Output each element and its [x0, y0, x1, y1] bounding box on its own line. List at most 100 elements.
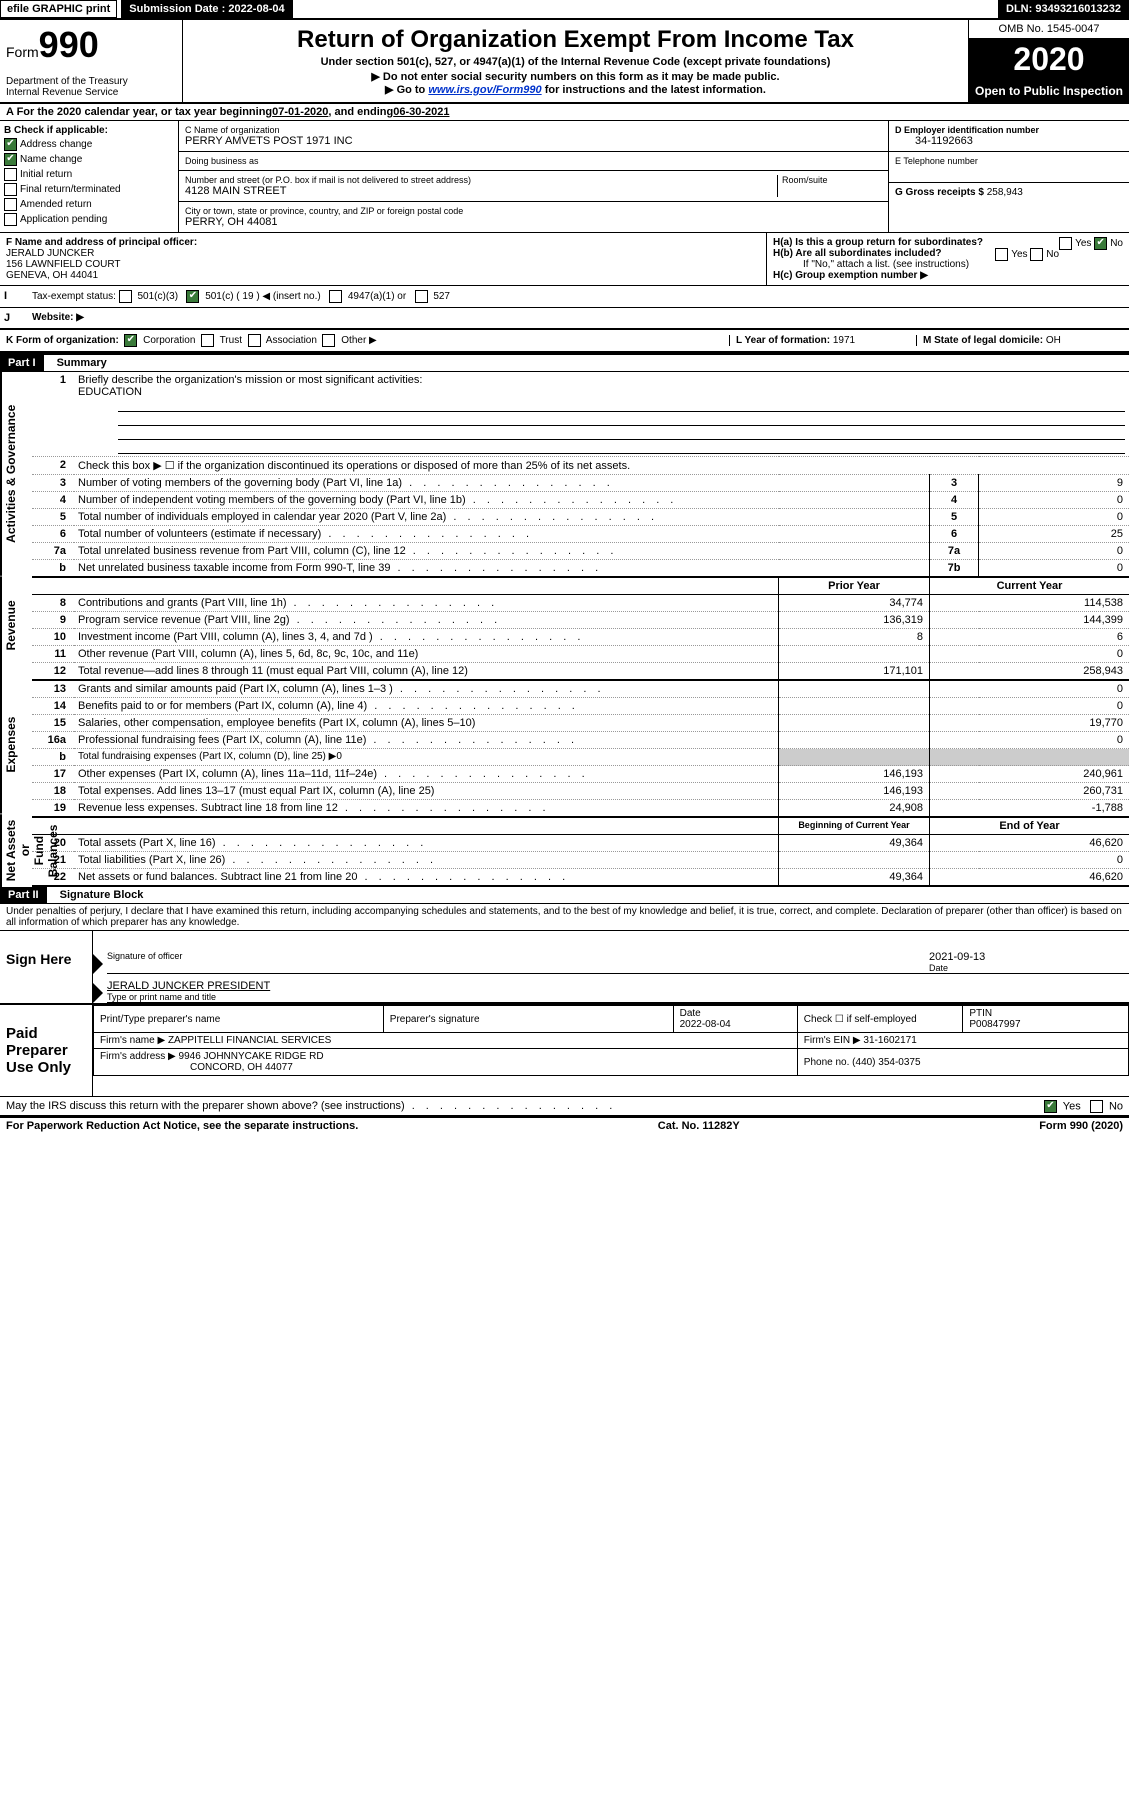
department-label: Department of the Treasury Internal Reve…	[6, 76, 176, 98]
checkbox-icon[interactable]	[1044, 1100, 1057, 1113]
no-ssn: ▶ Do not enter social security numbers o…	[189, 70, 962, 83]
line-2: 2 Check this box ▶ ☐ if the organization…	[32, 457, 1129, 475]
preparer-fields: Print/Type preparer's name Preparer's si…	[93, 1005, 1129, 1096]
h-b-note: If "No," attach a list. (see instruction…	[773, 259, 1123, 270]
table-row: 12Total revenue—add lines 8 through 11 (…	[32, 663, 1129, 681]
section-g: G Gross receipts $ 258,943	[889, 183, 1129, 202]
checkbox-icon[interactable]	[4, 153, 17, 166]
i-label: I	[0, 286, 28, 307]
table-row: 14Benefits paid to or for members (Part …	[32, 698, 1129, 715]
header-center: Return of Organization Exempt From Incom…	[183, 20, 968, 102]
table-row: 9Program service revenue (Part VIII, lin…	[32, 612, 1129, 629]
net-header-row: Beginning of Current Year End of Year	[32, 817, 1129, 835]
col-header-row: Prior Year Current Year	[32, 577, 1129, 595]
k-form-org: K Form of organization: Corporation Trus…	[6, 334, 729, 347]
header-right: OMB No. 1545-0047 2020 Open to Public In…	[968, 20, 1129, 102]
checkbox-icon[interactable]	[1059, 237, 1072, 250]
form-title: Return of Organization Exempt From Incom…	[189, 26, 962, 54]
under-section: Under section 501(c), 527, or 4947(a)(1)…	[189, 56, 962, 68]
part-2-label: Part II	[0, 887, 47, 903]
section-c: C Name of organization PERRY AMVETS POST…	[179, 121, 889, 232]
form-990-page: efile GRAPHIC print Submission Date : 20…	[0, 0, 1129, 1134]
checkbox-icon[interactable]	[4, 213, 17, 226]
footer: For Paperwork Reduction Act Notice, see …	[0, 1117, 1129, 1134]
checkbox-icon[interactable]	[119, 290, 132, 303]
officer-street: 156 LAWNFIELD COURT	[6, 259, 760, 270]
table-row: 20Total assets (Part X, line 16)49,36446…	[32, 835, 1129, 852]
city-state-zip: PERRY, OH 44081	[185, 216, 882, 228]
part-2-title: Signature Block	[50, 889, 144, 901]
arrow-icon	[93, 983, 103, 1003]
table-row: 17Other expenses (Part IX, column (A), l…	[32, 766, 1129, 783]
side-netassets: Net Assets or Fund Balances	[0, 814, 32, 887]
open-public: Open to Public Inspection	[969, 80, 1129, 102]
officer-city: GENEVA, OH 44041	[6, 270, 760, 281]
sign-here-label: Sign Here	[0, 931, 93, 1003]
sign-fields: Signature of officer 2021-09-13 Date JER…	[93, 931, 1129, 1003]
checkbox-icon[interactable]	[124, 334, 137, 347]
table-row: 16aProfessional fundraising fees (Part I…	[32, 732, 1129, 749]
checkbox-icon[interactable]	[4, 168, 17, 181]
checkbox-icon[interactable]	[1030, 248, 1043, 261]
dba-box: Doing business as	[179, 152, 888, 171]
discuss-row: May the IRS discuss this return with the…	[0, 1097, 1129, 1117]
checkbox-icon[interactable]	[329, 290, 342, 303]
table-row: 3 Number of voting members of the govern…	[32, 475, 1129, 492]
table-row: 7a Total unrelated business revenue from…	[32, 543, 1129, 560]
checkbox-icon[interactable]	[4, 198, 17, 211]
irs-link[interactable]: www.irs.gov/Form990	[428, 84, 541, 96]
org-name: PERRY AMVETS POST 1971 INC	[185, 135, 882, 147]
section-e: E Telephone number	[889, 152, 1129, 183]
checkbox-icon[interactable]	[248, 334, 261, 347]
line-a-tax-year: A For the 2020 calendar year, or tax yea…	[0, 104, 1129, 121]
chk-final-return: Final return/terminated	[4, 183, 174, 196]
checkbox-icon[interactable]	[415, 290, 428, 303]
checkbox-icon[interactable]	[995, 248, 1008, 261]
part-1-title: Summary	[47, 357, 107, 369]
top-bar: efile GRAPHIC print Submission Date : 20…	[0, 0, 1129, 20]
table-row: 5 Total number of individuals employed i…	[32, 509, 1129, 526]
footer-mid: Cat. No. 11282Y	[658, 1120, 740, 1132]
checkbox-icon[interactable]	[186, 290, 199, 303]
efile-label: efile GRAPHIC print	[0, 0, 117, 18]
sign-date: 2021-09-13	[929, 951, 1129, 963]
table-row: bTotal fundraising expenses (Part IX, co…	[32, 749, 1129, 766]
chk-amended-return: Amended return	[4, 198, 174, 211]
summary-table: 1 Briefly describe the organization's mi…	[32, 372, 1129, 887]
k-year: L Year of formation: 1971	[729, 335, 916, 346]
section-h: H(a) Is this a group return for subordin…	[767, 233, 1129, 285]
arrow-icon	[93, 954, 103, 974]
firm-name: ZAPPITELLI FINANCIAL SERVICES	[168, 1035, 331, 1046]
line-k: K Form of organization: Corporation Trus…	[0, 330, 1129, 353]
part-2-header-row: Part II Signature Block	[0, 887, 1129, 904]
form-number: Form990	[6, 24, 176, 66]
j-label: J	[0, 308, 28, 328]
table-row: 15Salaries, other compensation, employee…	[32, 715, 1129, 732]
line-j: Website: ▶	[28, 308, 1129, 328]
table-row: 21Total liabilities (Part X, line 26)0	[32, 852, 1129, 869]
table-row: 11Other revenue (Part VIII, column (A), …	[32, 646, 1129, 663]
k-state: M State of legal domicile: OH	[916, 335, 1123, 346]
officer-name: JERALD JUNCKER	[6, 248, 760, 259]
org-name-box: C Name of organization PERRY AMVETS POST…	[179, 121, 888, 152]
checkbox-icon[interactable]	[1090, 1100, 1103, 1113]
omb-number: OMB No. 1545-0047	[969, 20, 1129, 39]
dln-label: DLN: 93493216013232	[998, 0, 1129, 18]
table-row: Firm's address ▶ 9946 JOHNNYCAKE RIDGE R…	[94, 1049, 1129, 1076]
checkbox-icon[interactable]	[4, 183, 17, 196]
checkbox-icon[interactable]	[201, 334, 214, 347]
h-c: H(c) Group exemption number ▶	[773, 270, 1123, 281]
firm-address: 9946 JOHNNYCAKE RIDGE RD	[179, 1051, 324, 1062]
submission-date-label: Submission Date : 2022-08-04	[121, 0, 292, 18]
form-header: Form990 Department of the Treasury Inter…	[0, 20, 1129, 104]
table-row: Firm's name ▶ ZAPPITELLI FINANCIAL SERVI…	[94, 1033, 1129, 1049]
checkbox-icon[interactable]	[322, 334, 335, 347]
part-1-content: 1 Briefly describe the organization's mi…	[32, 372, 1129, 887]
side-expenses: Expenses	[0, 675, 32, 814]
checkbox-icon[interactable]	[4, 138, 17, 151]
table-row: 13Grants and similar amounts paid (Part …	[32, 680, 1129, 698]
checkbox-icon[interactable]	[1094, 237, 1107, 250]
officer-name-title: JERALD JUNCKER PRESIDENT	[107, 980, 1129, 992]
chk-name-change: Name change	[4, 153, 174, 166]
table-row: 22Net assets or fund balances. Subtract …	[32, 869, 1129, 887]
